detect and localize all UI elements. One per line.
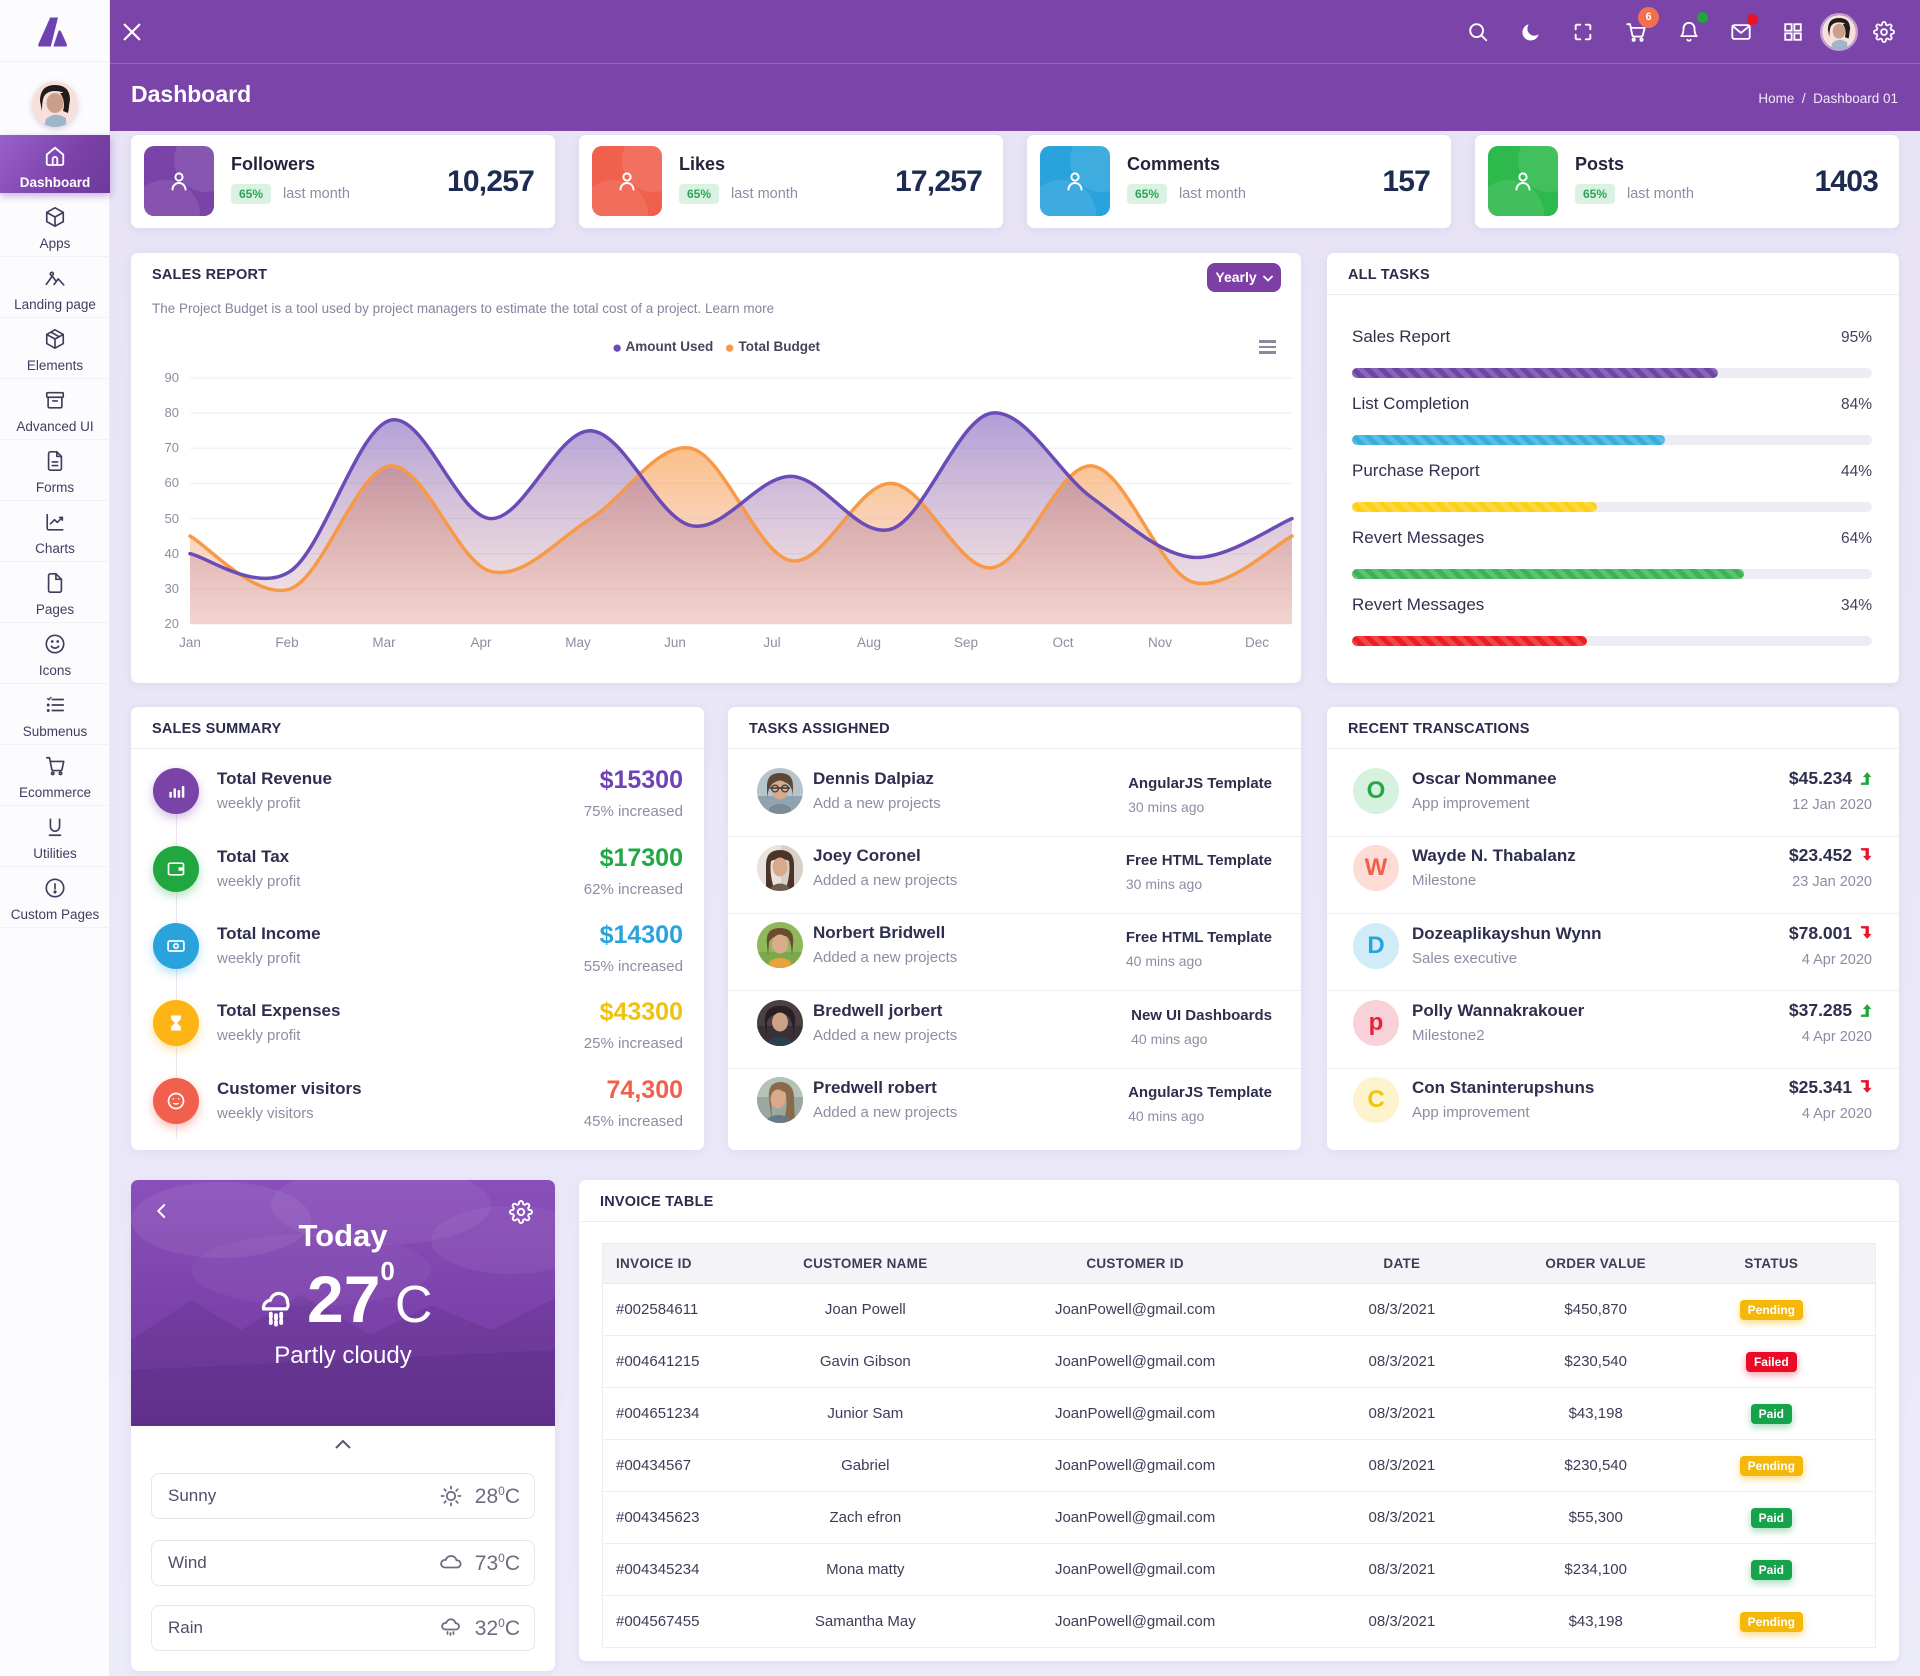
svg-text:60: 60 bbox=[165, 475, 179, 490]
svg-text:20: 20 bbox=[165, 616, 179, 631]
svg-text:Nov: Nov bbox=[1148, 635, 1172, 650]
svg-text:Oct: Oct bbox=[1052, 635, 1073, 650]
svg-text:30: 30 bbox=[165, 581, 179, 596]
svg-text:Sep: Sep bbox=[954, 635, 978, 650]
svg-text:90: 90 bbox=[165, 370, 179, 385]
svg-text:80: 80 bbox=[165, 405, 179, 420]
svg-text:40: 40 bbox=[165, 546, 179, 561]
svg-text:Jan: Jan bbox=[179, 635, 201, 650]
svg-text:50: 50 bbox=[165, 511, 179, 526]
svg-text:Aug: Aug bbox=[857, 635, 881, 650]
svg-text:Dec: Dec bbox=[1245, 635, 1269, 650]
svg-text:70: 70 bbox=[165, 440, 179, 455]
svg-text:Jun: Jun bbox=[664, 635, 686, 650]
svg-text:May: May bbox=[565, 635, 591, 650]
svg-text:Feb: Feb bbox=[275, 635, 298, 650]
svg-text:Apr: Apr bbox=[470, 635, 492, 650]
svg-text:Jul: Jul bbox=[763, 635, 780, 650]
svg-text:Mar: Mar bbox=[372, 635, 396, 650]
